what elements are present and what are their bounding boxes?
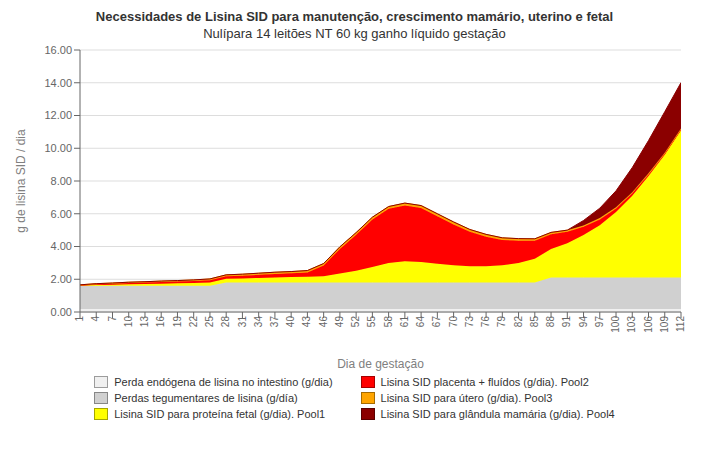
svg-text:103: 103: [626, 316, 637, 333]
svg-text:64: 64: [415, 316, 426, 328]
svg-text:52: 52: [350, 316, 361, 328]
svg-text:0.00: 0.00: [51, 306, 72, 318]
svg-text:100: 100: [610, 316, 621, 333]
html-text:Lisina SID placenta + fluídos: Lisina SID placenta + fluídos (g/dia). P…: [380, 376, 589, 388]
svg-text:49: 49: [334, 316, 345, 328]
svg-text:4.00: 4.00: [51, 240, 72, 252]
svg-text:7: 7: [107, 316, 118, 322]
svg-text:1: 1: [74, 316, 85, 322]
svg-text:10: 10: [123, 316, 134, 328]
svg-text:43: 43: [302, 316, 313, 328]
svg-text:25: 25: [204, 316, 215, 328]
svg-text:79: 79: [496, 316, 507, 328]
svg-text:58: 58: [383, 316, 394, 328]
html-text:Perda endógena de lisina no in: Perda endógena de lisina no intestino (g…: [114, 376, 333, 388]
svg-text:31: 31: [237, 316, 248, 328]
svg-text:82: 82: [513, 316, 524, 328]
svg-text:88: 88: [545, 316, 556, 328]
svg-text:13: 13: [139, 316, 150, 328]
svg-text:55: 55: [366, 316, 377, 328]
svg-text:22: 22: [188, 316, 199, 328]
html-text:Nulípara 14 leitões NT 60 kg g: Nulípara 14 leitões NT 60 kg ganho líqui…: [203, 26, 506, 41]
svg-text:12.00: 12.00: [44, 109, 72, 121]
svg-text:10.00: 10.00: [44, 142, 72, 154]
svg-text:g de lisina SID / dia: g de lisina SID / dia: [14, 129, 28, 233]
svg-text:85: 85: [529, 316, 540, 328]
html-text:Lisina SID para glândula mamár: Lisina SID para glândula mamária (g/dia)…: [380, 408, 615, 420]
html-text:Perdas tegumentares de lisina: Perdas tegumentares de lisina (g/día): [114, 392, 298, 404]
svg-text:94: 94: [578, 316, 589, 328]
svg-text:2.00: 2.00: [51, 273, 72, 285]
html-text:Lisina SID para proteína fetal: Lisina SID para proteína fetal (g/dia). …: [114, 408, 326, 420]
svg-text:40: 40: [285, 316, 296, 328]
svg-text:4: 4: [90, 316, 101, 322]
html-text:Necessidades de Lisina SID par: Necessidades de Lisina SID para manutenç…: [95, 9, 614, 24]
svg-text:112: 112: [675, 316, 686, 332]
svg-text:19: 19: [172, 316, 183, 328]
svg-text:28: 28: [220, 316, 231, 328]
svg-text:91: 91: [561, 316, 572, 328]
svg-text:14.00: 14.00: [44, 77, 72, 89]
svg-text:76: 76: [480, 316, 491, 328]
svg-text:109: 109: [659, 316, 670, 333]
svg-text:16: 16: [155, 316, 166, 328]
svg-text:70: 70: [448, 316, 459, 328]
svg-text:Dia de gestação: Dia de gestação: [337, 357, 424, 371]
svg-text:6.00: 6.00: [51, 208, 72, 220]
svg-text:67: 67: [431, 316, 442, 328]
svg-text:46: 46: [318, 316, 329, 328]
svg-text:37: 37: [269, 316, 280, 328]
svg-text:61: 61: [399, 316, 410, 328]
svg-text:97: 97: [594, 316, 605, 328]
svg-text:8.00: 8.00: [51, 175, 72, 187]
html-text:Lisina SID para útero (g/dia).: Lisina SID para útero (g/dia). Pool3: [380, 392, 553, 404]
svg-text:34: 34: [253, 316, 264, 328]
svg-text:16.00: 16.00: [44, 44, 72, 56]
svg-text:73: 73: [464, 316, 475, 328]
svg-text:106: 106: [643, 316, 654, 333]
